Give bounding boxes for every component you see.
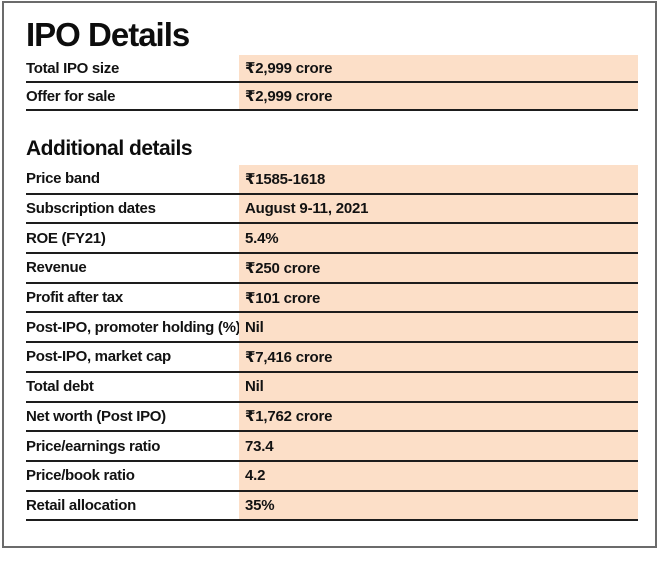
table-row: Post-IPO, promoter holding (%) Nil (26, 313, 638, 344)
row-label: Retail allocation (26, 496, 136, 514)
row-value: Nil (239, 313, 638, 342)
row-label: Price/earnings ratio (26, 437, 161, 455)
row-label: Post-IPO, promoter holding (%) (26, 318, 241, 336)
row-value: Nil (239, 372, 638, 401)
row-label: Subscription dates (26, 200, 156, 218)
ipo-details-panel: IPO Details Total IPO size ₹2,999 crore … (2, 1, 657, 548)
row-label: Profit after tax (26, 289, 123, 307)
page-title: IPO Details (26, 16, 190, 53)
row-label: Net worth (Post IPO) (26, 407, 166, 425)
table-row: Price/earnings ratio 73.4 (26, 432, 638, 462)
table-row: Subscription dates August 9-11, 2021 (26, 194, 638, 225)
row-label: ROE (FY21) (26, 229, 106, 247)
table-row: Profit after tax ₹101 crore (26, 283, 638, 314)
row-value: ₹7,416 crore (239, 343, 638, 371)
table-row: Price band ₹1585-1618 (26, 165, 638, 195)
row-label: Total debt (26, 378, 94, 396)
row-label: Total IPO size (26, 59, 120, 77)
additional-details-table: Price band ₹1585-1618 Subscription dates… (26, 165, 638, 522)
row-value: ₹2,999 crore (239, 83, 638, 109)
table-row: Price/book ratio 4.2 (26, 461, 638, 492)
table-row: Total debt Nil (26, 372, 638, 403)
table-row: Post-IPO, market cap ₹7,416 crore (26, 343, 638, 373)
additional-details-heading: Additional details (26, 137, 193, 160)
row-value: 4.2 (239, 461, 638, 490)
table-row: Revenue ₹250 crore (26, 254, 638, 284)
row-value: 73.4 (239, 432, 638, 460)
row-value: ₹1,762 crore (239, 402, 638, 431)
row-label: Revenue (26, 259, 87, 277)
row-label: Offer for sale (26, 87, 116, 105)
ipo-summary-table: Total IPO size ₹2,999 crore Offer for sa… (26, 55, 638, 111)
row-value: ₹101 crore (239, 283, 638, 312)
row-value: August 9-11, 2021 (239, 194, 638, 223)
row-label: Price band (26, 170, 100, 188)
row-value: 5.4% (239, 224, 638, 253)
row-label: Price/book ratio (26, 467, 135, 485)
table-row: Retail allocation 35% (26, 491, 638, 522)
row-value: 35% (239, 491, 638, 520)
row-value: ₹250 crore (239, 254, 638, 282)
row-value: ₹1585-1618 (239, 165, 638, 193)
panel-content: IPO Details Total IPO size ₹2,999 crore … (4, 16, 655, 522)
row-value: ₹2,999 crore (239, 55, 638, 81)
table-row: ROE (FY21) 5.4% (26, 224, 638, 255)
table-row: Net worth (Post IPO) ₹1,762 crore (26, 402, 638, 433)
table-row: Total IPO size ₹2,999 crore (26, 55, 638, 83)
table-row: Offer for sale ₹2,999 crore (26, 83, 638, 111)
row-label: Post-IPO, market cap (26, 348, 171, 366)
